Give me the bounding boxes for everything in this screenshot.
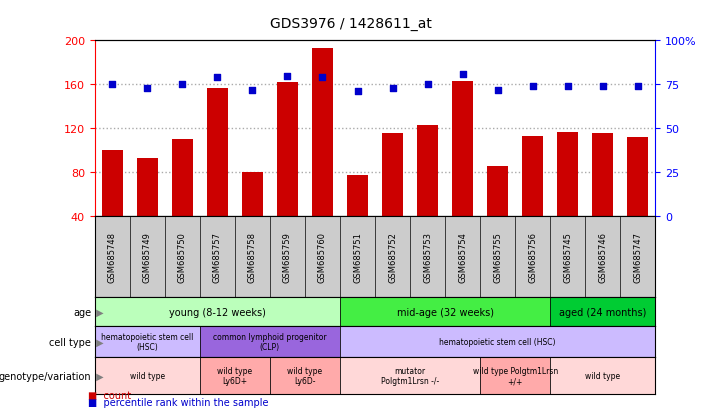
Text: GSM685751: GSM685751 <box>353 232 362 282</box>
Bar <box>340 357 480 394</box>
Text: mid-age (32 weeks): mid-age (32 weeks) <box>397 307 494 317</box>
Bar <box>522 137 543 217</box>
Bar <box>277 83 298 217</box>
Bar <box>452 82 473 217</box>
Text: ■  count: ■ count <box>88 390 131 400</box>
Text: aged (24 months): aged (24 months) <box>559 307 646 317</box>
Bar <box>557 132 578 217</box>
Text: wild type
Ly6D+: wild type Ly6D+ <box>217 366 252 385</box>
Bar <box>200 357 270 394</box>
Point <box>632 83 644 90</box>
Text: ▶: ▶ <box>93 337 103 347</box>
Text: GSM685756: GSM685756 <box>529 232 537 282</box>
Bar <box>102 151 123 217</box>
Point <box>142 85 153 92</box>
Point <box>282 73 293 80</box>
Point <box>352 89 363 95</box>
Text: wild type: wild type <box>130 371 165 380</box>
Point <box>527 83 538 90</box>
Text: GSM685748: GSM685748 <box>108 232 116 282</box>
Point <box>387 85 398 92</box>
Bar <box>417 126 438 217</box>
Point <box>492 87 503 94</box>
Text: ▶: ▶ <box>93 307 103 317</box>
Bar <box>207 88 228 217</box>
Text: ■  percentile rank within the sample: ■ percentile rank within the sample <box>88 397 268 407</box>
Text: young (8-12 weeks): young (8-12 weeks) <box>169 307 266 317</box>
Point <box>317 75 328 81</box>
Text: GSM685754: GSM685754 <box>458 232 467 282</box>
Point <box>107 82 118 88</box>
Bar <box>550 357 655 394</box>
Bar <box>592 133 613 217</box>
Bar <box>340 297 550 326</box>
Point <box>562 83 573 90</box>
Bar <box>200 326 340 357</box>
Text: GSM685750: GSM685750 <box>178 232 186 282</box>
Point <box>422 82 433 88</box>
Text: GSM685746: GSM685746 <box>599 232 607 282</box>
Text: GDS3976 / 1428611_at: GDS3976 / 1428611_at <box>270 17 431 31</box>
Text: GSM685758: GSM685758 <box>248 232 257 282</box>
Text: GSM685749: GSM685749 <box>143 232 151 282</box>
Bar <box>242 173 263 217</box>
Text: wild type
Ly6D-: wild type Ly6D- <box>287 366 322 385</box>
Text: age: age <box>73 307 91 317</box>
Bar <box>382 133 403 217</box>
Text: GSM685755: GSM685755 <box>494 232 502 282</box>
Bar <box>550 297 655 326</box>
Bar <box>172 140 193 217</box>
Text: cell type: cell type <box>49 337 91 347</box>
Bar <box>340 326 655 357</box>
Bar <box>137 159 158 217</box>
Text: common lymphoid progenitor
(CLP): common lymphoid progenitor (CLP) <box>213 332 327 351</box>
Point <box>457 71 468 78</box>
Text: GSM685753: GSM685753 <box>423 232 432 282</box>
Text: mutator
Polgtm1Lrsn -/-: mutator Polgtm1Lrsn -/- <box>381 366 440 385</box>
Bar <box>487 166 508 217</box>
Bar <box>95 357 200 394</box>
Text: genotype/variation: genotype/variation <box>0 371 91 381</box>
Text: GSM685752: GSM685752 <box>388 232 397 282</box>
Bar <box>95 297 340 326</box>
Text: GSM685747: GSM685747 <box>634 232 642 282</box>
Bar <box>312 49 333 217</box>
Point <box>212 75 223 81</box>
Text: hematopoietic stem cell (HSC): hematopoietic stem cell (HSC) <box>440 337 556 346</box>
Text: hematopoietic stem cell
(HSC): hematopoietic stem cell (HSC) <box>101 332 193 351</box>
Text: wild type: wild type <box>585 371 620 380</box>
Bar <box>480 357 550 394</box>
Point <box>597 83 608 90</box>
Bar <box>270 357 340 394</box>
Bar <box>627 138 648 217</box>
Text: GSM685745: GSM685745 <box>564 232 572 282</box>
Text: GSM685760: GSM685760 <box>318 232 327 282</box>
Text: wild type Polgtm1Lrsn
+/+: wild type Polgtm1Lrsn +/+ <box>472 366 558 385</box>
Point <box>247 87 258 94</box>
Bar <box>347 175 368 217</box>
Text: GSM685759: GSM685759 <box>283 232 292 282</box>
Text: ▶: ▶ <box>93 371 103 381</box>
Bar <box>95 326 200 357</box>
Point <box>177 82 188 88</box>
Text: GSM685757: GSM685757 <box>213 232 222 282</box>
